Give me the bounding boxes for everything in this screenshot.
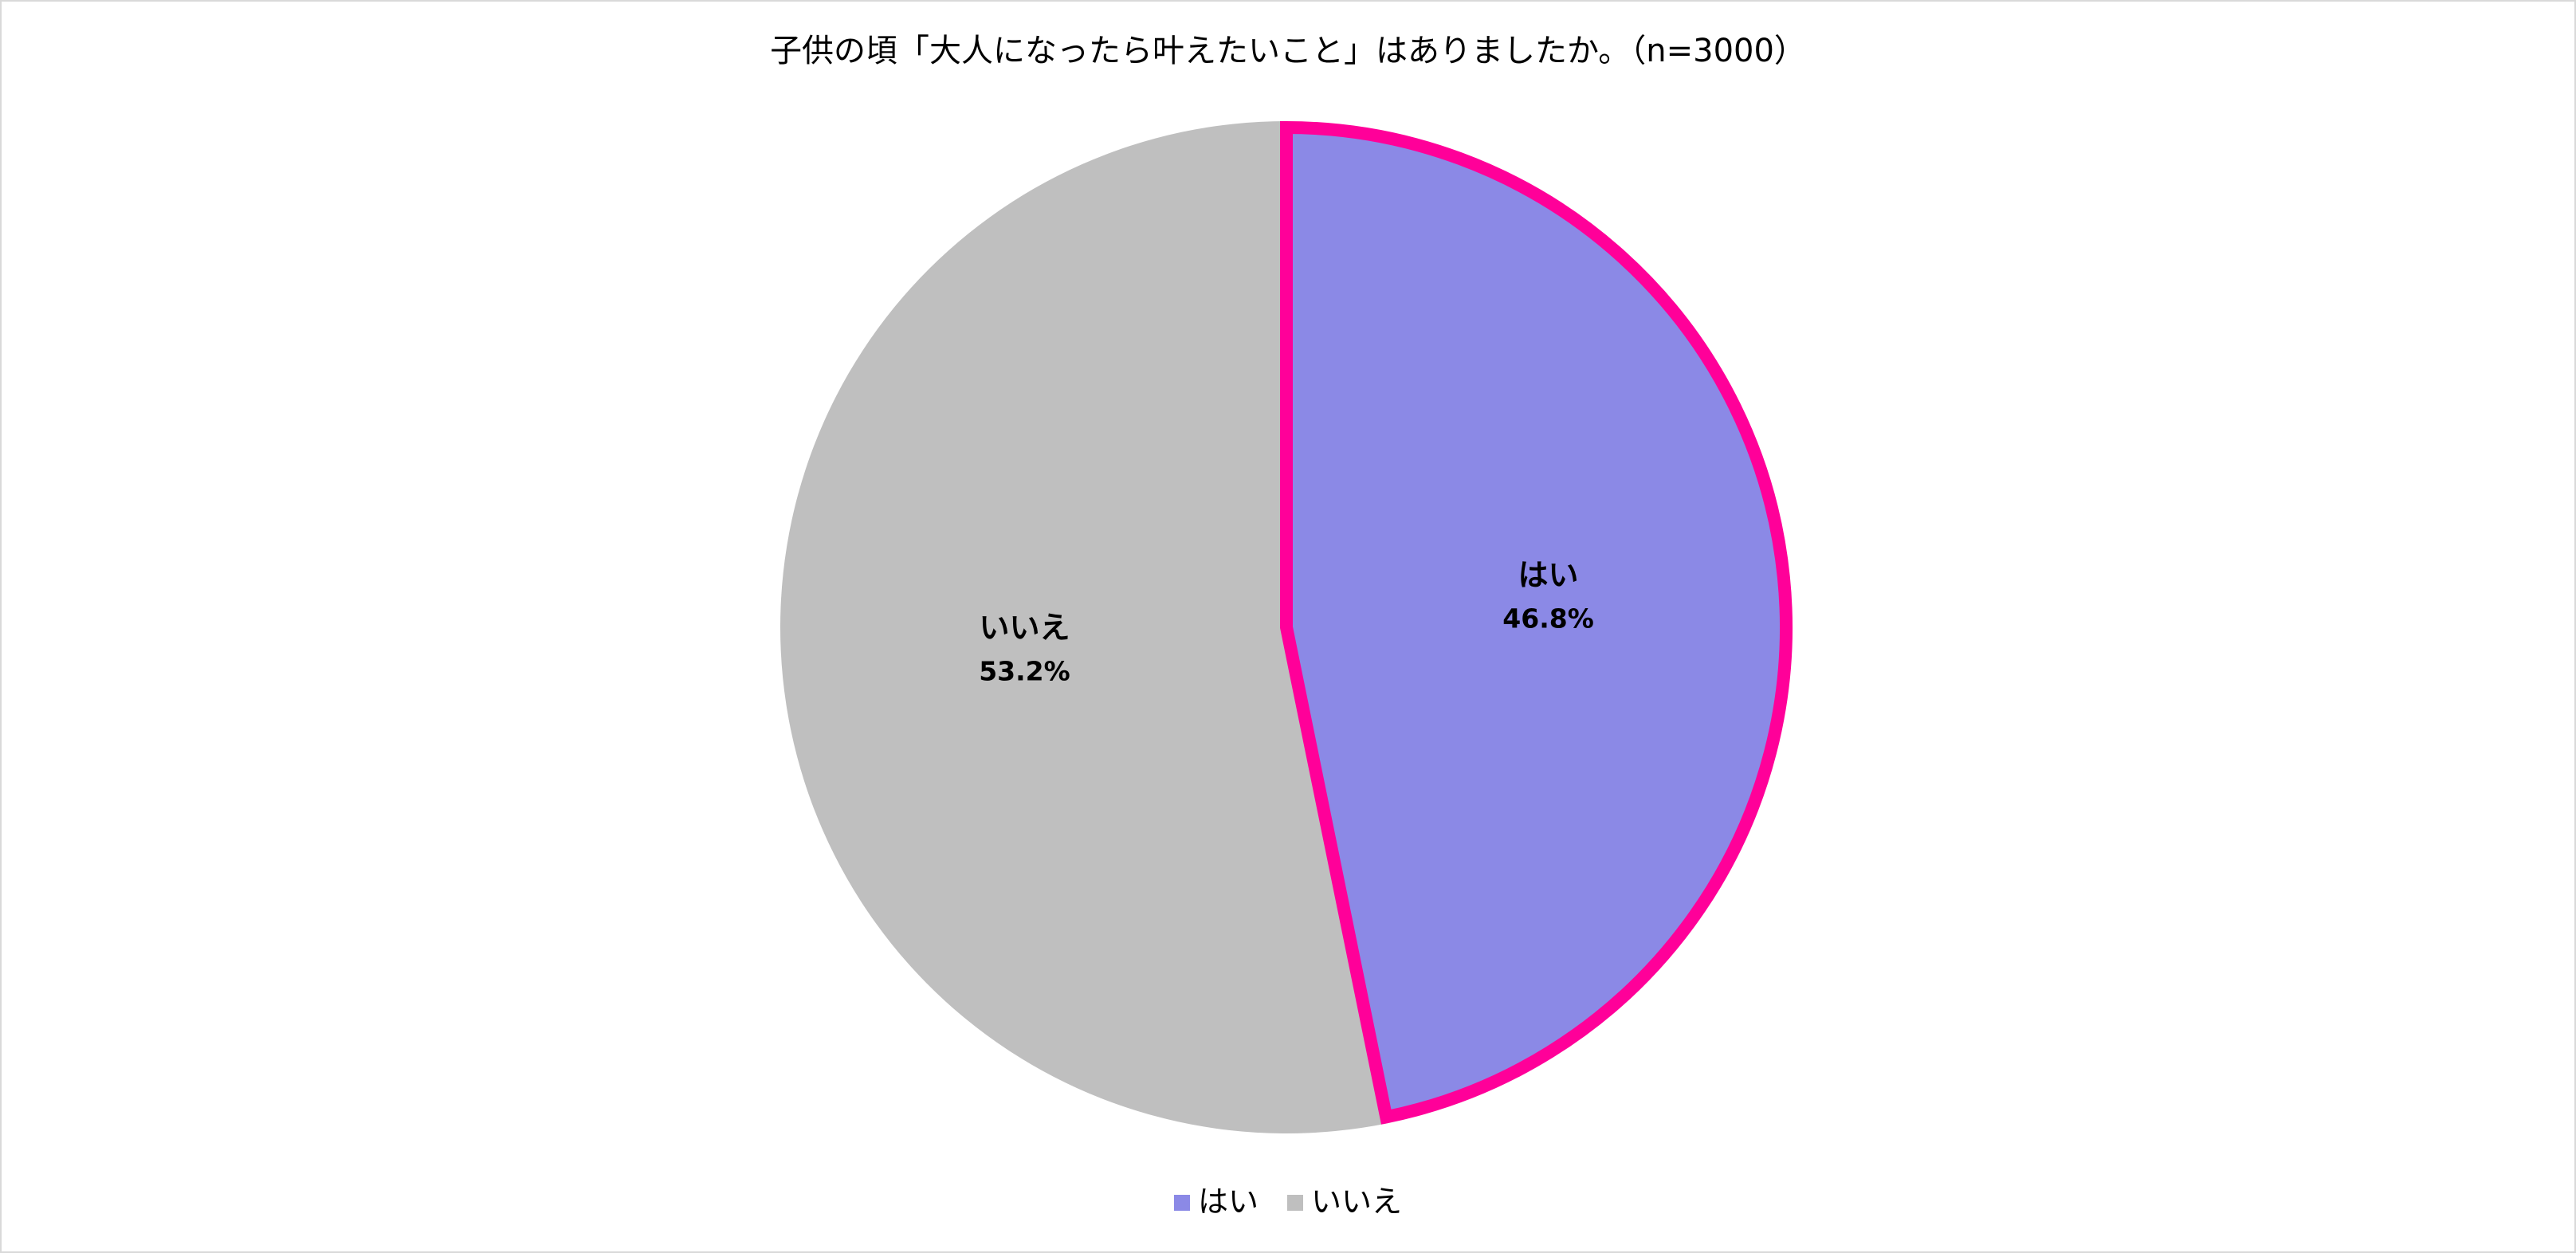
legend-label: いいえ (1311, 1184, 1402, 1220)
pie-slice (779, 121, 1388, 1134)
legend-swatch (1173, 1195, 1190, 1211)
legend: はい いいえ (1173, 1184, 1402, 1220)
slice-value-label: 53.2% (979, 656, 1070, 687)
legend-swatch (1287, 1195, 1303, 1211)
slice-value-label: 46.8% (1502, 603, 1594, 634)
legend-label: はい (1198, 1184, 1259, 1220)
pie-slice (1280, 120, 1793, 1125)
slice-category-label: はい (1518, 557, 1579, 592)
chart-title: 子供の頃「大人になったら叶えたいこと」はありましたか。（n=3000） (770, 33, 1806, 69)
slice-category-label: いいえ (979, 611, 1070, 646)
